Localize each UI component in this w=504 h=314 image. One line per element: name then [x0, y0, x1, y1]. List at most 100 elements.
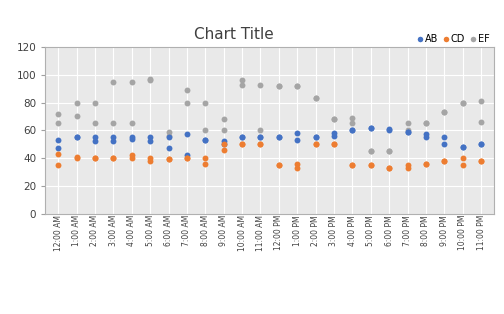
- Point: [109, 155, 117, 160]
- Point: [220, 142, 228, 147]
- Point: [220, 139, 228, 144]
- Point: [220, 147, 228, 152]
- Point: [164, 157, 172, 162]
- Point: [311, 135, 320, 140]
- Point: [404, 129, 412, 134]
- Point: [257, 142, 265, 147]
- Point: [91, 155, 99, 160]
- Point: [275, 162, 283, 167]
- Point: [146, 135, 154, 140]
- Point: [257, 82, 265, 87]
- Point: [330, 117, 338, 122]
- Point: [459, 162, 467, 167]
- Point: [348, 121, 356, 126]
- Point: [440, 158, 449, 163]
- Point: [73, 114, 81, 119]
- Point: [404, 165, 412, 170]
- Point: [330, 142, 338, 147]
- Point: [477, 158, 485, 163]
- Point: [73, 154, 81, 159]
- Legend: AB, CD, EF: AB, CD, EF: [414, 30, 493, 48]
- Point: [367, 125, 375, 130]
- Point: [164, 157, 172, 162]
- Point: [440, 158, 449, 163]
- Point: [183, 155, 191, 160]
- Title: Chart Title: Chart Title: [194, 27, 274, 42]
- Point: [164, 129, 172, 134]
- Point: [220, 142, 228, 147]
- Point: [201, 155, 209, 160]
- Point: [275, 84, 283, 89]
- Point: [459, 144, 467, 149]
- Point: [348, 128, 356, 133]
- Point: [146, 139, 154, 144]
- Point: [367, 149, 375, 154]
- Point: [477, 142, 485, 147]
- Point: [422, 132, 430, 137]
- Point: [422, 161, 430, 166]
- Point: [164, 133, 172, 138]
- Point: [238, 135, 246, 140]
- Point: [330, 142, 338, 147]
- Point: [422, 121, 430, 126]
- Point: [183, 132, 191, 137]
- Point: [146, 158, 154, 163]
- Point: [348, 162, 356, 167]
- Point: [201, 138, 209, 143]
- Point: [367, 162, 375, 167]
- Point: [293, 165, 301, 170]
- Point: [109, 79, 117, 84]
- Point: [275, 135, 283, 140]
- Point: [422, 161, 430, 166]
- Point: [385, 165, 393, 170]
- Point: [164, 135, 172, 140]
- Point: [477, 120, 485, 125]
- Point: [257, 135, 265, 140]
- Point: [128, 136, 136, 141]
- Point: [183, 100, 191, 105]
- Point: [459, 100, 467, 105]
- Point: [146, 77, 154, 82]
- Point: [183, 88, 191, 93]
- Point: [54, 162, 62, 167]
- Point: [477, 158, 485, 163]
- Point: [330, 133, 338, 138]
- Point: [201, 128, 209, 133]
- Point: [257, 128, 265, 133]
- Point: [311, 96, 320, 101]
- Point: [293, 161, 301, 166]
- Point: [311, 96, 320, 101]
- Point: [164, 146, 172, 151]
- Point: [238, 82, 246, 87]
- Point: [404, 128, 412, 133]
- Point: [367, 162, 375, 167]
- Point: [109, 135, 117, 140]
- Point: [183, 155, 191, 160]
- Point: [54, 146, 62, 151]
- Point: [348, 115, 356, 120]
- Point: [348, 162, 356, 167]
- Point: [128, 153, 136, 158]
- Point: [73, 135, 81, 140]
- Point: [367, 125, 375, 130]
- Point: [422, 121, 430, 126]
- Point: [91, 100, 99, 105]
- Point: [440, 135, 449, 140]
- Point: [422, 135, 430, 140]
- Point: [73, 135, 81, 140]
- Point: [146, 78, 154, 83]
- Point: [238, 142, 246, 147]
- Point: [311, 142, 320, 147]
- Point: [128, 121, 136, 126]
- Point: [459, 144, 467, 149]
- Point: [54, 138, 62, 143]
- Point: [348, 128, 356, 133]
- Point: [201, 100, 209, 105]
- Point: [238, 135, 246, 140]
- Point: [293, 131, 301, 136]
- Point: [477, 142, 485, 147]
- Point: [440, 110, 449, 115]
- Point: [311, 135, 320, 140]
- Point: [293, 138, 301, 143]
- Point: [54, 121, 62, 126]
